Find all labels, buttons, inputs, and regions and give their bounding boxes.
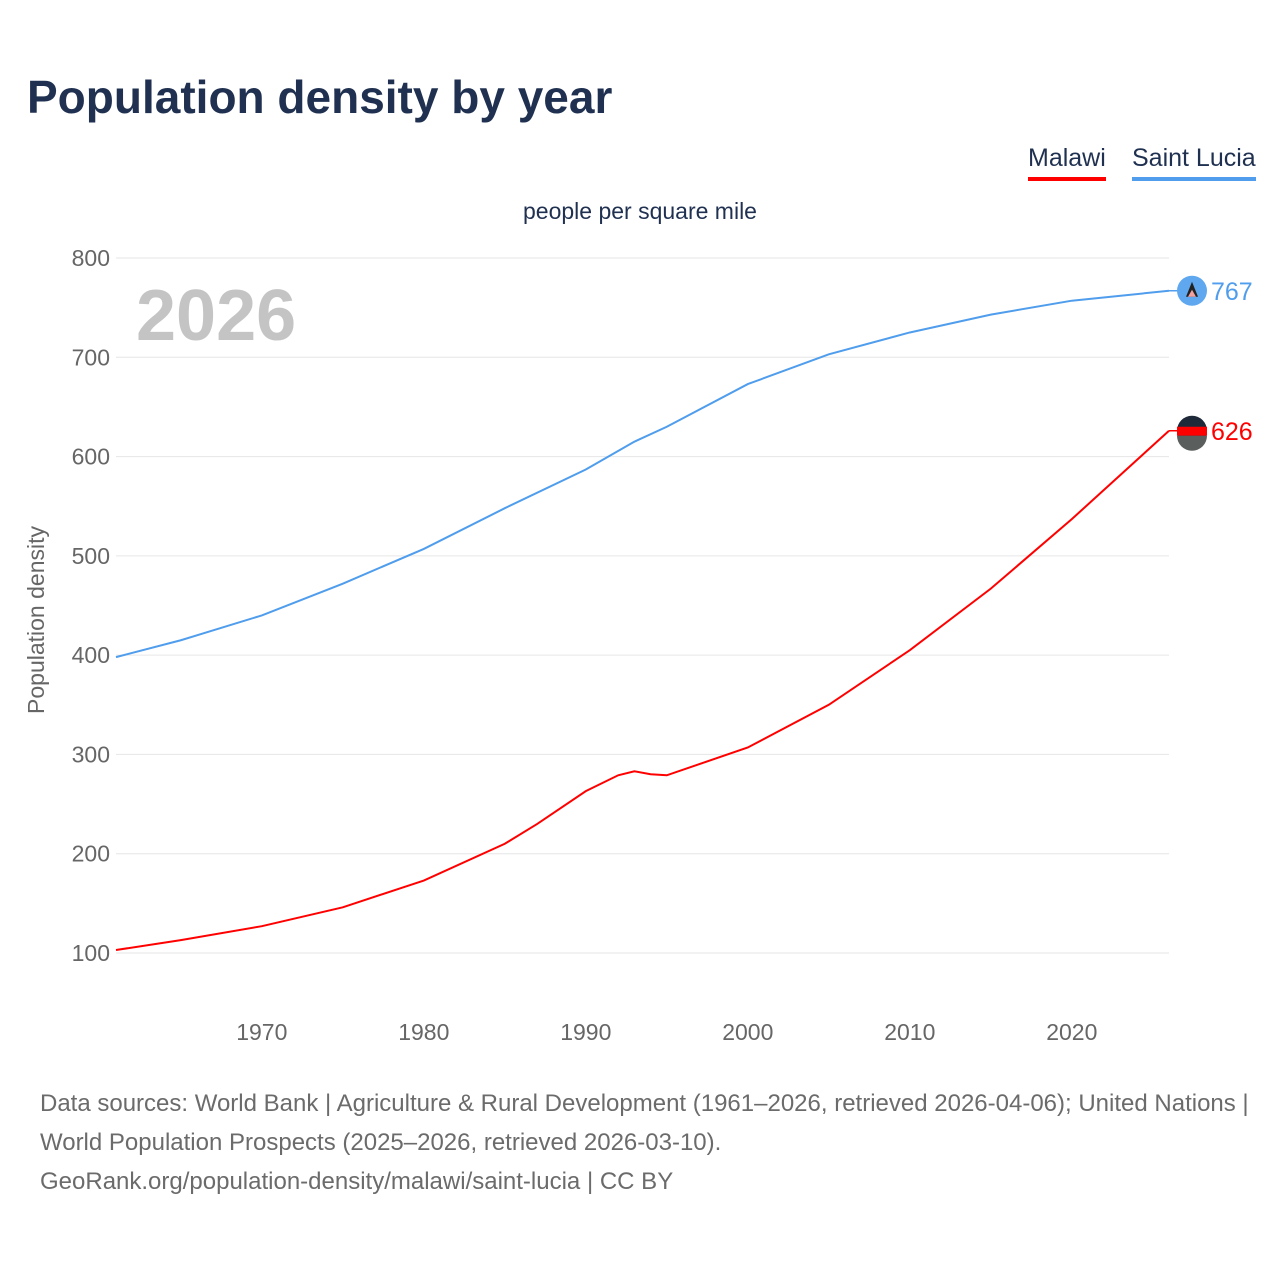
saint-lucia-flag-triangle <box>1186 281 1198 297</box>
x-tick-label: 1970 <box>236 1019 287 1045</box>
series-line-malawi <box>115 430 1170 952</box>
y-tick-label: 700 <box>72 344 110 370</box>
x-tick-label: 2010 <box>884 1019 935 1045</box>
legend-item-saint-lucia[interactable]: Saint Lucia <box>1132 144 1256 181</box>
series-line-saint-lucia <box>115 289 1170 659</box>
y-tick-label: 300 <box>72 741 110 767</box>
y-tick-label: 200 <box>72 841 110 867</box>
malawi-flag-stripe <box>1177 426 1207 436</box>
y-tick-label: 800 <box>72 245 110 271</box>
x-tick-label: 1990 <box>560 1019 611 1045</box>
saint-lucia-flag-triangle <box>1188 289 1196 297</box>
chart-title: Population density by year <box>27 71 613 123</box>
legend-item-malawi[interactable]: Malawi <box>1028 144 1106 181</box>
y-tick-label: 100 <box>72 940 110 966</box>
malawi-flag-stripe <box>1177 435 1207 451</box>
y-tick-label: 500 <box>72 543 110 569</box>
footer: Data sources: World Bank | Agriculture &… <box>40 1084 1250 1201</box>
x-tick-label: 2020 <box>1046 1019 1097 1045</box>
end-value-label: 626 <box>1211 418 1253 446</box>
end-value-label: 767 <box>1211 278 1253 306</box>
y-tick-label: 400 <box>72 642 110 668</box>
x-tick-label: 1980 <box>398 1019 449 1045</box>
y-axis-label: Population density <box>23 526 49 714</box>
chart-subtitle: people per square mile <box>523 198 757 224</box>
footer-sources: Data sources: World Bank | Agriculture &… <box>40 1090 1249 1156</box>
footer-link[interactable]: GeoRank.org/population-density/malawi/sa… <box>40 1168 674 1195</box>
x-tick-label: 2000 <box>722 1019 773 1045</box>
line-chart: 100 200 300 400 500 600 700 800 1970 1980 1990 2000… <box>23 245 1253 1045</box>
y-tick-label: 600 <box>72 444 110 470</box>
year-watermark: 2026 <box>136 276 296 356</box>
